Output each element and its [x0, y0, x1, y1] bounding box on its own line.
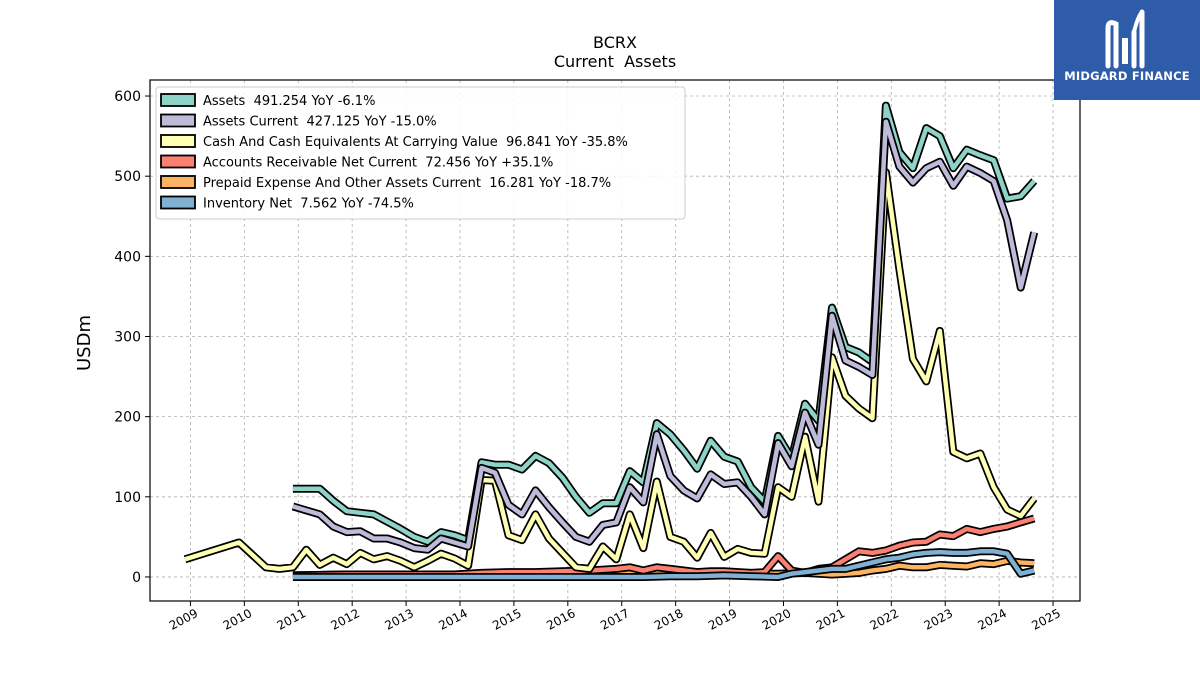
x-tick-label: 2022 — [868, 606, 902, 633]
legend-item: Inventory Net 7.562 YoY -74.5% — [160, 195, 414, 212]
legend-label: Assets Current 427.125 YoY -15.0% — [203, 115, 437, 130]
x-tick-label: 2018 — [652, 606, 686, 633]
legend-swatch — [160, 93, 196, 107]
series-line-3 — [292, 514, 1036, 580]
series-line-1 — [291, 117, 1039, 554]
x-tick-label: 2019 — [706, 606, 740, 633]
legend-label: Prepaid Expense And Other Assets Current… — [203, 176, 611, 191]
y-tick-label: 400 — [114, 249, 141, 265]
legend-swatch — [160, 134, 196, 148]
chart-subtitle: Current Assets — [554, 52, 676, 71]
y-tick-label: 500 — [114, 169, 141, 185]
legend-label: Assets 491.254 YoY -6.1% — [203, 94, 375, 109]
legend: Assets 491.254 YoY -6.1% Assets Current 4… — [155, 86, 686, 220]
x-tick-label: 2016 — [544, 606, 578, 633]
plot-frame — [149, 79, 1081, 602]
y-tick-label: 100 — [114, 490, 141, 506]
legend-swatch — [160, 154, 196, 169]
legend-swatch — [160, 113, 196, 128]
y-axis: 0 100 200 300 400 500 600 — [114, 89, 150, 586]
x-tick-label: 2023 — [922, 606, 956, 633]
y-tick-label: 0 — [132, 570, 141, 586]
legend-item: Prepaid Expense And Other Assets Current… — [160, 175, 611, 191]
series-stroke — [184, 169, 1036, 572]
series-line-2 — [183, 168, 1038, 573]
x-tick-label: 2024 — [975, 606, 1009, 633]
series-stroke — [292, 549, 1035, 580]
legend-swatch — [160, 175, 196, 189]
legend-swatch — [160, 195, 196, 210]
brand-name: MIDGARD FINANCE — [1064, 69, 1190, 83]
x-tick-label: 2020 — [760, 606, 794, 633]
y-tick-label: 300 — [114, 329, 141, 345]
series-stroke — [292, 119, 1037, 552]
x-tick-label: 2014 — [436, 606, 470, 633]
series-stroke — [292, 103, 1036, 544]
x-tick-label: 2025 — [1029, 606, 1063, 633]
x-tick-label: 2017 — [598, 606, 632, 633]
x-axis: 2009 2010 2011 2012 2013 2014 2015 2016 2017 2018… — [167, 601, 1063, 633]
legend-label: Cash And Cash Equivalents At Carrying Va… — [203, 135, 628, 150]
chart-title: BCRX — [593, 33, 637, 52]
x-tick-label: 2011 — [275, 606, 309, 633]
x-tick-label: 2009 — [167, 606, 201, 633]
y-axis-label: USDm — [74, 315, 95, 371]
legend-label: Inventory Net 7.562 YoY -74.5% — [203, 197, 414, 212]
series-stroke — [292, 516, 1035, 578]
series-line-5 — [292, 547, 1036, 581]
brand-logo-icon — [1105, 9, 1145, 69]
legend-label: Accounts Receivable Net Current 72.456 Y… — [203, 156, 553, 171]
legend-item: Assets Current 427.125 YoY -15.0% — [160, 113, 437, 130]
y-tick-label: 600 — [114, 89, 141, 105]
legend-box — [155, 86, 686, 220]
y-tick-label: 200 — [114, 410, 141, 426]
x-tick-label: 2013 — [382, 606, 416, 633]
brand-logo-badge: MIDGARD FINANCE — [1054, 0, 1200, 100]
x-tick-label: 2015 — [490, 606, 524, 633]
series-layer — [183, 101, 1039, 581]
x-tick-label: 2021 — [814, 606, 848, 633]
legend-item: Assets 491.254 YoY -6.1% — [160, 93, 375, 109]
x-tick-label: 2010 — [221, 606, 255, 633]
legend-item: Accounts Receivable Net Current 72.456 Y… — [160, 154, 553, 171]
legend-item: Cash And Cash Equivalents At Carrying Va… — [160, 134, 628, 150]
series-line-0 — [292, 101, 1038, 546]
x-tick-label: 2012 — [329, 606, 363, 633]
